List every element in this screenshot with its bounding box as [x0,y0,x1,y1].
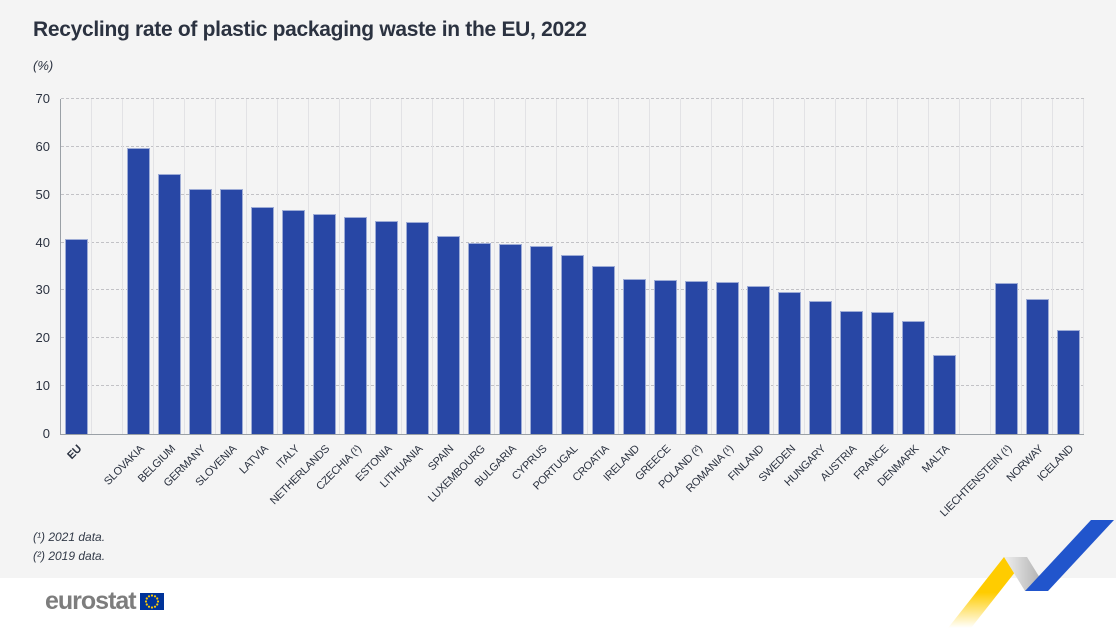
bar-column-czechia [340,99,371,434]
bar-finland [746,285,770,434]
bar-column-luxembourg [464,99,495,434]
gap-column [92,99,123,434]
bar-column-malta [929,99,960,434]
bar-poland [684,280,708,434]
bar-column-slovakia [123,99,154,434]
bar-column-lithuania [402,99,433,434]
bar-slovenia [219,188,243,434]
bar-portugal [560,254,584,434]
bar-denmark [901,320,925,434]
bar-column-sweden [774,99,805,434]
bar-column-portugal [557,99,588,434]
bar-column-croatia [588,99,619,434]
bar-romania [715,281,739,434]
bar-column-finland [743,99,774,434]
bar-sweden [777,292,801,434]
bar-spain [436,235,460,434]
ribbon-zigzag-graphic [948,520,1114,628]
bar-bulgaria [498,244,522,434]
unit-label: (%) [33,58,54,73]
gridline-40 [61,241,1084,243]
bar-france [870,312,894,434]
bar-column-poland [681,99,712,434]
bar-column-austria [836,99,867,434]
y-tick-0: 0 [42,426,50,441]
y-tick-30: 30 [35,282,50,298]
y-tick-70: 70 [35,91,50,106]
y-tick-50: 50 [35,186,50,202]
bar-column-liechtenstein [991,99,1022,434]
bar-croatia [591,265,615,434]
bar-column-belgium [154,99,185,434]
bar-column-cyprus [526,99,557,434]
bar-column-germany [185,99,216,434]
bar-column-romania [712,99,743,434]
bar-column-slovenia [216,99,247,434]
bar-column-hungary [805,99,836,434]
bar-luxembourg [467,242,491,434]
bar-column-iceland [1053,99,1084,434]
bar-iceland [1056,330,1080,434]
page-title: Recycling rate of plastic packaging wast… [33,18,587,41]
bar-slovakia [126,148,150,434]
bar-lithuania [405,222,429,434]
bar-germany [188,188,212,434]
bar-column-latvia [247,99,278,434]
bar-estonia [374,221,398,434]
bar-cyprus [529,246,553,434]
gridline-50 [61,193,1084,195]
bar-column-denmark [898,99,929,434]
bar-column-estonia [371,99,402,434]
bar-column-norway [1022,99,1053,434]
bar-latvia [250,207,274,434]
bar-greece [653,280,677,434]
footnotes: (¹) 2021 data. (²) 2019 data. [33,528,105,566]
y-tick-10: 10 [35,378,50,394]
gap-column [960,99,991,434]
eurostat-wordmark: eurostat [45,587,137,615]
ribbon-yellow-band [948,557,1027,628]
bar-austria [839,311,863,434]
bar-belgium [157,173,181,434]
bar-netherlands [312,213,336,434]
bar-column-ireland [619,99,650,434]
bar-malta [932,354,956,434]
bar-column-eu [61,99,92,434]
bar-column-netherlands [309,99,340,434]
bar-norway [1025,299,1049,434]
bar-ireland [622,278,646,434]
bar-eu [64,239,88,434]
ribbon-blue-band [1025,520,1114,591]
eu-flag-icon [139,593,164,610]
bar-italy [281,210,305,434]
y-tick-60: 60 [35,138,50,154]
footnote-2: (²) 2019 data. [33,549,106,564]
bar-column-france [867,99,898,434]
footnote-1: (¹) 2021 data. [33,530,106,544]
bar-column-spain [433,99,464,434]
chart-panel [0,0,1116,578]
bar-column-italy [278,99,309,434]
y-tick-20: 20 [35,330,50,346]
y-tick-40: 40 [35,234,50,250]
bar-hungary [808,300,832,434]
eurostat-logo: eurostat [45,589,164,614]
bar-czechia [343,217,367,434]
plot-area [60,98,1084,435]
bar-column-bulgaria [495,99,526,434]
bar-liechtenstein [994,282,1018,434]
gridline-60 [61,145,1084,147]
bar-column-greece [650,99,681,434]
gridline-70 [61,98,1084,99]
